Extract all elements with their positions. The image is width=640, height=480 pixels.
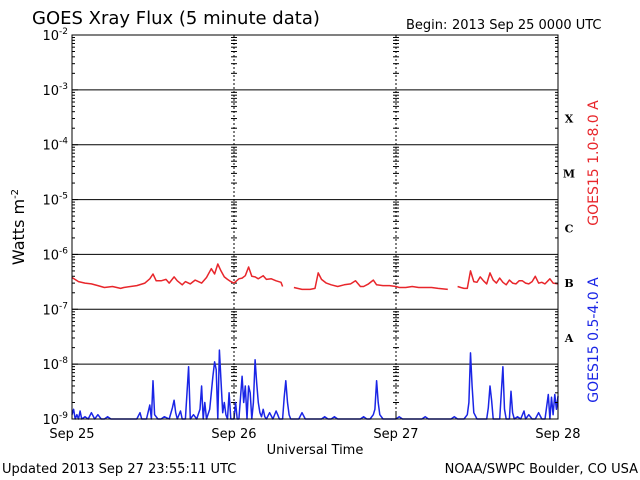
x-axis-title: Universal Time xyxy=(267,443,364,458)
y-tick-label: 10-7 xyxy=(42,301,68,318)
begin-value: 2013 Sep 25 0000 UTC xyxy=(452,18,602,33)
x-tick-label: Sep 25 xyxy=(49,427,94,442)
begin-label: Begin: xyxy=(406,18,447,33)
y-tick-exp: -6 xyxy=(59,246,68,256)
chart-title: GOES Xray Flux (5 minute data) xyxy=(32,8,320,29)
y-tick-label: 10-2 xyxy=(42,27,68,44)
y-tick-base: 10 xyxy=(42,303,59,318)
legend-long: GOES15 1.0-8.0 A xyxy=(586,100,602,226)
x-tick-label: Sep 26 xyxy=(211,427,256,442)
y-tick-base: 10 xyxy=(42,248,59,263)
y-tick-base: 10 xyxy=(42,358,59,373)
y-tick-base: 10 xyxy=(42,194,59,209)
flare-class-label: C xyxy=(565,222,574,235)
x-tick-label: Sep 27 xyxy=(373,427,418,442)
series-layer xyxy=(71,263,559,420)
y-axis-title-exp: -2 xyxy=(10,189,21,199)
y-tick-label: 10-3 xyxy=(42,82,68,99)
flare-class-label: B xyxy=(564,277,573,290)
series-long-line xyxy=(71,263,559,291)
y-axis-title: Watts m-2 xyxy=(9,189,28,265)
grid-layer xyxy=(72,35,558,419)
y-tick-base: 10 xyxy=(42,84,59,99)
y-tick-label: 10-8 xyxy=(42,356,68,373)
y-tick-label: 10-6 xyxy=(42,246,68,263)
y-tick-exp: -4 xyxy=(59,137,68,147)
y-tick-exp: -2 xyxy=(59,27,68,37)
flare-class-label: M xyxy=(563,167,575,180)
y-tick-label: 10-9 xyxy=(42,411,68,428)
y-tick-exp: -3 xyxy=(59,82,68,92)
y-axis-title-text: Watts m xyxy=(9,199,28,265)
flare-class-label: X xyxy=(565,113,574,126)
y-tick-base: 10 xyxy=(42,413,59,428)
y-tick-base: 10 xyxy=(42,139,59,154)
legend-short: GOES15 0.5-4.0 A xyxy=(586,277,602,403)
y-tick-base: 10 xyxy=(42,29,59,44)
updated-text: Updated 2013 Sep 27 23:55:11 UTC xyxy=(2,462,236,477)
y-tick-label: 10-4 xyxy=(42,137,68,154)
source-text: NOAA/SWPC Boulder, CO USA xyxy=(445,462,638,477)
flare-class-label: A xyxy=(564,332,574,345)
x-tick-label: Sep 28 xyxy=(535,427,580,442)
series-short-line xyxy=(71,349,559,420)
y-tick-exp: -9 xyxy=(59,411,68,421)
y-tick-exp: -5 xyxy=(59,192,68,202)
y-tick-exp: -7 xyxy=(59,301,68,311)
y-tick-exp: -8 xyxy=(59,356,68,366)
y-tick-label: 10-5 xyxy=(42,192,68,209)
plot-frame xyxy=(71,34,559,420)
